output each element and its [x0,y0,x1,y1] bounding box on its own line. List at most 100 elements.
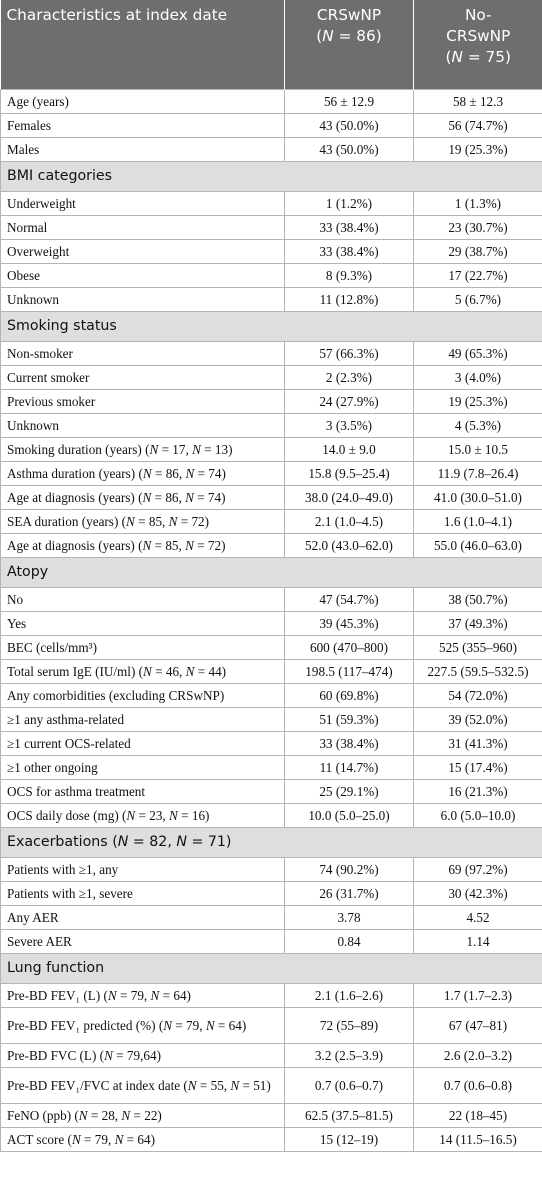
row-label: Pre-BD FEV₁ (L) (N = 79, N = 64) [0,983,285,1008]
crswnp-value: 38.0 (24.0–49.0) [284,485,414,510]
row-label: Any AER [0,905,285,930]
no-crswnp-value: 49 (65.3%) [413,341,542,366]
no-crswnp-value: 23 (30.7%) [413,215,542,240]
crswnp-value: 33 (38.4%) [284,731,414,756]
table-row: ≥1 current OCS-related 33 (38.4%) 31 (41.3… [0,731,542,756]
table-row: Patients with ≥1, severe 26 (31.7%) 30 (42… [0,881,542,906]
no-crswnp-value: 11.9 (7.8–26.4) [413,461,542,486]
table-row: Pre-BD FEV₁ predicted (%) (N = 79, N = 6… [0,1007,542,1044]
row-label: Pre-BD FVC (L) (N = 79,64) [0,1043,285,1068]
crswnp-value: 26 (31.7%) [284,881,414,906]
row-label: Asthma duration (years) (N = 86, N = 74) [0,461,285,486]
no-crswnp-value: 19 (25.3%) [413,137,542,162]
row-label: ≥1 any asthma-related [0,707,285,732]
row-label: Patients with ≥1, severe [0,881,285,906]
crswnp-value: 24 (27.9%) [284,389,414,414]
table-row: Any comorbidities (excluding CRSwNP) 60 (… [0,683,542,708]
no-crswnp-value: 54 (72.0%) [413,683,542,708]
no-crswnp-value: 19 (25.3%) [413,389,542,414]
no-crswnp-value: 30 (42.3%) [413,881,542,906]
table-row: Unknown 3 (3.5%) 4 (5.3%) [0,413,542,438]
row-label: Pre-BD FEV₁ predicted (%) (N = 79, N = 6… [0,1007,285,1044]
row-label: Pre-BD FEV₁/FVC at index date (N = 55, N… [0,1067,285,1104]
table-row: ≥1 other ongoing 11 (14.7%) 15 (17.4%) [0,755,542,780]
crswnp-value: 25 (29.1%) [284,779,414,804]
table-row: Severe AER 0.84 1.14 [0,929,542,954]
row-label: Previous smoker [0,389,285,414]
crswnp-value: 3.2 (2.5–3.9) [284,1043,414,1068]
table-row: OCS for asthma treatment 25 (29.1%) 16 (21… [0,779,542,804]
table-row: Males 43 (50.0%) 19 (25.3%) [0,137,542,162]
no-crswnp-value: 39 (52.0%) [413,707,542,732]
crswnp-value: 60 (69.8%) [284,683,414,708]
crswnp-value: 2.1 (1.0–4.5) [284,509,414,534]
no-crswnp-value: 3 (4.0%) [413,365,542,390]
crswnp-value: 0.7 (0.6–0.7) [284,1067,414,1104]
section-header-row: Exacerbations (N = 82, N = 71) [0,827,542,858]
row-label: Non-smoker [0,341,285,366]
row-label: Underweight [0,191,285,216]
table-row: Total serum IgE (IU/ml) (N = 46, N = 44)… [0,659,542,684]
no-crswnp-value: 41.0 (30.0–51.0) [413,485,542,510]
crswnp-value: 33 (38.4%) [284,239,414,264]
no-crswnp-value: 17 (22.7%) [413,263,542,288]
crswnp-value: 62.5 (37.5–81.5) [284,1103,414,1128]
row-label: Smoking duration (years) (N = 17, N = 13… [0,437,285,462]
crswnp-value: 11 (12.8%) [284,287,414,312]
row-label: Males [0,137,285,162]
row-label: BEC (cells/mm³) [0,635,285,660]
table-row: Unknown 11 (12.8%) 5 (6.7%) [0,287,542,312]
table-row: Pre-BD FVC (L) (N = 79,64) 3.2 (2.5–3.9) 2… [0,1043,542,1068]
row-label: Age at diagnosis (years) (N = 85, N = 72… [0,533,285,558]
row-label: OCS for asthma treatment [0,779,285,804]
crswnp-value: 57 (66.3%) [284,341,414,366]
table-row: Smoking duration (years) (N = 17, N = 13… [0,437,542,462]
no-crswnp-value: 22 (18–45) [413,1103,542,1128]
header-no-crswnp: No- CRSwNP (N = 75) [413,0,542,90]
crswnp-value: 14.0 ± 9.0 [284,437,414,462]
row-label: Patients with ≥1, any [0,857,285,882]
no-crswnp-value: 1.6 (1.0–4.1) [413,509,542,534]
no-crswnp-value: 1.7 (1.7–2.3) [413,983,542,1008]
no-crswnp-value: 525 (355–960) [413,635,542,660]
crswnp-value: 43 (50.0%) [284,113,414,138]
header-crswnp: CRSwNP (N = 86) [284,0,414,90]
crswnp-value: 74 (90.2%) [284,857,414,882]
section-title: Atopy [0,557,542,588]
no-crswnp-value: 15 (17.4%) [413,755,542,780]
section-title: Exacerbations (N = 82, N = 71) [0,827,542,858]
no-crswnp-value: 31 (41.3%) [413,731,542,756]
section-header-row: Lung function [0,953,542,984]
row-label: ≥1 current OCS-related [0,731,285,756]
header-no-crswnp-line2: CRSwNP [446,27,511,45]
row-label: Overweight [0,239,285,264]
section-header-row: Atopy [0,557,542,588]
row-label: Unknown [0,413,285,438]
no-crswnp-value: 69 (97.2%) [413,857,542,882]
table-row: Asthma duration (years) (N = 86, N = 74)… [0,461,542,486]
row-label: Age at diagnosis (years) (N = 86, N = 74… [0,485,285,510]
crswnp-value: 39 (45.3%) [284,611,414,636]
no-crswnp-value: 4 (5.3%) [413,413,542,438]
row-label: Females [0,113,285,138]
section-title: BMI categories [0,161,542,192]
no-crswnp-value: 1 (1.3%) [413,191,542,216]
crswnp-value: 11 (14.7%) [284,755,414,780]
crswnp-value: 2.1 (1.6–2.6) [284,983,414,1008]
crswnp-value: 2 (2.3%) [284,365,414,390]
crswnp-value: 43 (50.0%) [284,137,414,162]
row-label: OCS daily dose (mg) (N = 23, N = 16) [0,803,285,828]
crswnp-value: 1 (1.2%) [284,191,414,216]
row-label: Any comorbidities (excluding CRSwNP) [0,683,285,708]
no-crswnp-value: 0.7 (0.6–0.8) [413,1067,542,1104]
crswnp-value: 52.0 (43.0–62.0) [284,533,414,558]
crswnp-value: 198.5 (117–474) [284,659,414,684]
crswnp-value: 72 (55–89) [284,1007,414,1044]
no-crswnp-value: 2.6 (2.0–3.2) [413,1043,542,1068]
crswnp-value: 47 (54.7%) [284,587,414,612]
table-row: Pre-BD FEV₁ (L) (N = 79, N = 64) 2.1 (1.6… [0,983,542,1008]
no-crswnp-value: 16 (21.3%) [413,779,542,804]
row-label: Age (years) [0,89,285,114]
header-crswnp-line1: CRSwNP [316,6,382,24]
table-row: Overweight 33 (38.4%) 29 (38.7%) [0,239,542,264]
